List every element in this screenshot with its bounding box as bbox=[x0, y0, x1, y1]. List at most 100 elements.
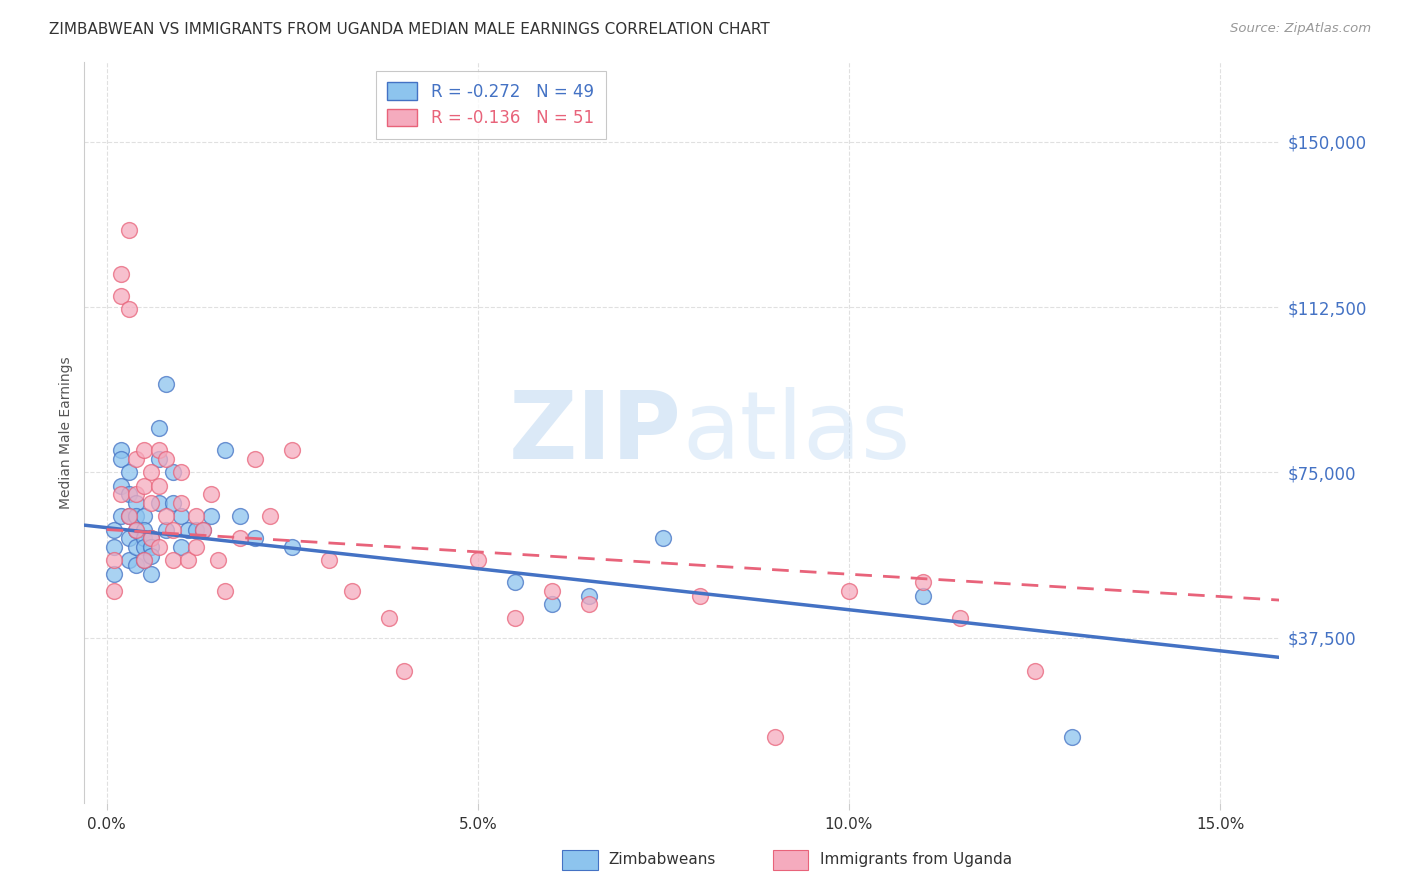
Point bbox=[148, 452, 170, 467]
Point bbox=[141, 540, 163, 554]
Point bbox=[141, 496, 163, 510]
Point bbox=[132, 540, 155, 554]
Point bbox=[118, 553, 141, 567]
Point bbox=[1060, 730, 1083, 744]
Point bbox=[148, 478, 170, 492]
Point bbox=[200, 487, 222, 501]
Point bbox=[125, 523, 148, 537]
Point bbox=[243, 532, 266, 546]
Point bbox=[229, 509, 252, 524]
Text: Zimbabweans: Zimbabweans bbox=[609, 853, 716, 867]
Point bbox=[377, 610, 399, 624]
Point bbox=[125, 452, 148, 467]
Point bbox=[281, 443, 304, 458]
Point bbox=[207, 553, 229, 567]
Point bbox=[125, 509, 148, 524]
Point bbox=[118, 509, 141, 524]
Point bbox=[141, 465, 163, 479]
Point bbox=[177, 523, 200, 537]
Point bbox=[118, 509, 141, 524]
Point bbox=[229, 532, 252, 546]
Point bbox=[148, 496, 170, 510]
Point bbox=[132, 532, 155, 546]
Point bbox=[103, 566, 125, 581]
Point bbox=[155, 377, 177, 392]
Text: atlas: atlas bbox=[682, 386, 910, 479]
Point bbox=[110, 443, 132, 458]
Point bbox=[318, 553, 340, 567]
Point bbox=[259, 509, 281, 524]
Point bbox=[110, 509, 132, 524]
Point bbox=[155, 523, 177, 537]
Point bbox=[652, 532, 675, 546]
Point bbox=[281, 540, 304, 554]
Point bbox=[177, 553, 200, 567]
Text: ZIP: ZIP bbox=[509, 386, 682, 479]
Point bbox=[162, 523, 184, 537]
Point bbox=[125, 487, 148, 501]
Point bbox=[110, 478, 132, 492]
Point bbox=[148, 540, 170, 554]
Point bbox=[838, 584, 860, 599]
Point bbox=[110, 267, 132, 281]
Point bbox=[1024, 664, 1046, 678]
Point bbox=[141, 532, 163, 546]
Point bbox=[162, 496, 184, 510]
Point bbox=[170, 540, 193, 554]
Point bbox=[110, 289, 132, 303]
Point bbox=[110, 452, 132, 467]
Point bbox=[141, 549, 163, 563]
Point bbox=[578, 598, 600, 612]
Point bbox=[578, 589, 600, 603]
Point bbox=[170, 465, 193, 479]
Y-axis label: Median Male Earnings: Median Male Earnings bbox=[59, 356, 73, 509]
Point bbox=[141, 532, 163, 546]
Point bbox=[118, 532, 141, 546]
Point bbox=[118, 223, 141, 237]
Point bbox=[118, 302, 141, 317]
Point bbox=[340, 584, 363, 599]
Point bbox=[110, 487, 132, 501]
Point bbox=[170, 496, 193, 510]
Point bbox=[243, 452, 266, 467]
Point bbox=[214, 584, 236, 599]
Point bbox=[132, 443, 155, 458]
Point bbox=[214, 443, 236, 458]
Point bbox=[392, 664, 415, 678]
Point bbox=[191, 523, 214, 537]
Point bbox=[912, 589, 935, 603]
Point bbox=[132, 553, 155, 567]
Point bbox=[132, 509, 155, 524]
Point bbox=[184, 540, 207, 554]
Point bbox=[503, 575, 526, 590]
Point bbox=[103, 540, 125, 554]
Point bbox=[103, 553, 125, 567]
Point bbox=[125, 523, 148, 537]
Point bbox=[118, 465, 141, 479]
Point bbox=[125, 558, 148, 572]
Point bbox=[912, 575, 935, 590]
Point bbox=[689, 589, 711, 603]
Point bbox=[191, 523, 214, 537]
Point bbox=[155, 509, 177, 524]
Point bbox=[132, 478, 155, 492]
Point bbox=[103, 584, 125, 599]
Point bbox=[103, 523, 125, 537]
Point bbox=[541, 584, 564, 599]
Point bbox=[125, 540, 148, 554]
Legend: R = -0.272   N = 49, R = -0.136   N = 51: R = -0.272 N = 49, R = -0.136 N = 51 bbox=[375, 70, 606, 139]
Point bbox=[148, 443, 170, 458]
Point bbox=[118, 487, 141, 501]
Point bbox=[132, 523, 155, 537]
Point bbox=[184, 509, 207, 524]
Point bbox=[125, 496, 148, 510]
Text: Immigrants from Uganda: Immigrants from Uganda bbox=[820, 853, 1012, 867]
Point bbox=[170, 509, 193, 524]
Point bbox=[155, 452, 177, 467]
Point bbox=[763, 730, 786, 744]
Point bbox=[132, 553, 155, 567]
Point bbox=[162, 465, 184, 479]
Point bbox=[503, 610, 526, 624]
Point bbox=[162, 553, 184, 567]
Text: ZIMBABWEAN VS IMMIGRANTS FROM UGANDA MEDIAN MALE EARNINGS CORRELATION CHART: ZIMBABWEAN VS IMMIGRANTS FROM UGANDA MED… bbox=[49, 22, 770, 37]
